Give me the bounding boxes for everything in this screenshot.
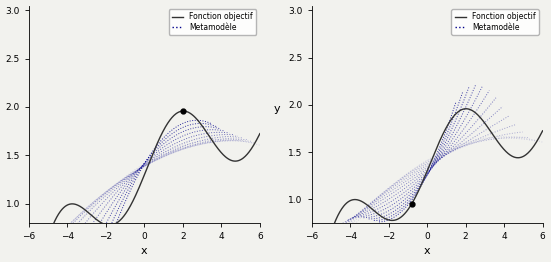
Legend: Fonction objectif, Metamodèle: Fonction objectif, Metamodèle bbox=[169, 9, 256, 35]
Y-axis label: y: y bbox=[274, 104, 280, 114]
Legend: Fonction objectif, Metamodèle: Fonction objectif, Metamodèle bbox=[451, 9, 539, 35]
X-axis label: x: x bbox=[141, 247, 148, 256]
X-axis label: x: x bbox=[424, 247, 430, 256]
